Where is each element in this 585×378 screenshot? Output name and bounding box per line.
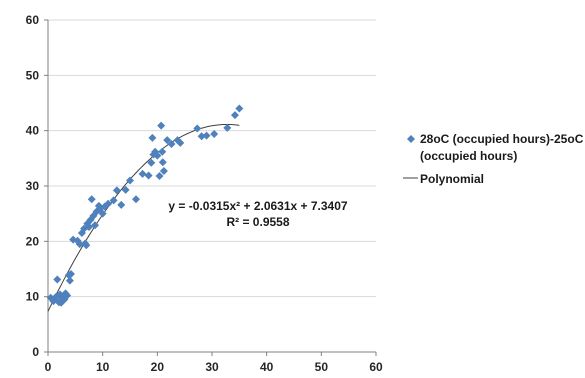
- data-point-diamond: [104, 199, 113, 208]
- axes: [44, 19, 377, 356]
- y-tick-label: 40: [26, 124, 40, 138]
- data-point-diamond: [132, 195, 141, 204]
- data-point-diamond: [147, 158, 156, 167]
- data-point-diamond: [163, 136, 172, 145]
- x-tick-label: 10: [96, 360, 110, 374]
- data-point-diamond: [65, 276, 74, 285]
- y-tick-label: 0: [32, 345, 39, 359]
- data-point-diamond: [57, 298, 66, 307]
- x-tick-label: 50: [315, 360, 329, 374]
- data-point-diamond: [153, 151, 162, 160]
- legend: 28oC (occupied hours)-25oC (occupied hou…: [403, 132, 584, 186]
- legend-polynomial-label: Polynomial: [420, 172, 484, 186]
- x-tick-label: 20: [151, 360, 165, 374]
- data-point-diamond: [176, 138, 185, 147]
- data-point-diamond: [75, 240, 84, 249]
- data-point-diamond: [87, 195, 96, 204]
- x-tick-label: 60: [369, 360, 383, 374]
- y-tick-label: 20: [26, 234, 40, 248]
- r-squared-label: R² = 0.9558: [226, 215, 289, 229]
- data-point-diamond: [202, 131, 211, 140]
- data-point-diamond: [158, 147, 167, 156]
- data-point-diamond: [235, 104, 244, 113]
- y-tick-label: 60: [26, 13, 40, 27]
- polynomial-trendline: [47, 123, 240, 312]
- data-point-diamond: [158, 158, 167, 167]
- y-axis-tick-labels: 0 10 20 30 40 50 60: [26, 13, 40, 359]
- data-point-diamond: [230, 111, 239, 120]
- data-point-diamond: [210, 129, 219, 138]
- data-point-diamond: [112, 186, 121, 195]
- x-tick-label: 30: [205, 360, 219, 374]
- data-point-diamond: [144, 171, 153, 180]
- data-point-diamond: [121, 185, 130, 194]
- legend-series-label-line2: (occupied hours): [420, 149, 517, 163]
- y-tick-label: 50: [26, 68, 40, 82]
- legend-diamond-marker: [407, 135, 415, 143]
- data-point-diamond: [82, 241, 91, 250]
- x-tick-label: 40: [260, 360, 274, 374]
- data-point-diamond: [91, 221, 100, 230]
- data-point-diamond: [63, 291, 72, 300]
- data-point-diamond: [193, 124, 202, 133]
- data-point-diamond: [85, 222, 93, 231]
- x-tick-label: 0: [45, 360, 52, 374]
- data-point-diamond: [167, 139, 176, 148]
- data-point-diamond: [117, 200, 126, 209]
- data-point-diamond: [159, 167, 168, 176]
- trendline-equation: y = -0.0315x² + 2.0631x + 7.3407: [168, 199, 347, 213]
- data-point-diamond: [197, 132, 206, 141]
- data-point-diamond: [126, 176, 134, 185]
- gridlines: [48, 19, 376, 298]
- data-point-diamond: [157, 121, 166, 130]
- y-tick-label: 30: [26, 179, 40, 193]
- data-point-diamond: [66, 269, 75, 278]
- x-axis-tick-labels: 0 10 20 30 40 50 60: [45, 360, 383, 374]
- y-tick-label: 10: [26, 290, 40, 304]
- data-points: [46, 104, 244, 307]
- data-point-diamond: [53, 275, 62, 284]
- data-point-diamond: [148, 133, 157, 142]
- data-point-diamond: [223, 123, 232, 132]
- data-point-diamond: [98, 209, 107, 218]
- data-point-diamond: [155, 172, 164, 181]
- data-point-diamond: [109, 196, 118, 205]
- legend-series-label-line1: 28oC (occupied hours)-25oC: [420, 132, 584, 146]
- data-point-diamond: [138, 169, 147, 178]
